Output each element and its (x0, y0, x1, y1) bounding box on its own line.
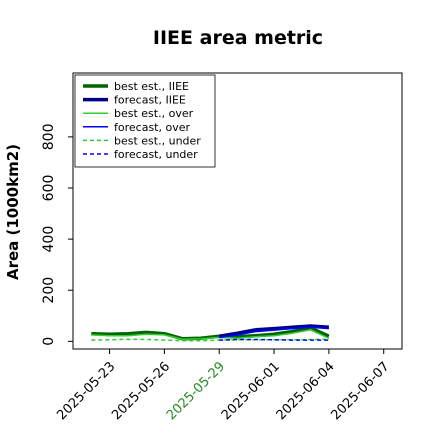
series-layer (91, 324, 330, 342)
legend-label: best est., over (114, 107, 194, 120)
series-line-2 (218, 324, 330, 338)
x-tick-label: 2025-06-07 (329, 359, 393, 423)
legend-label: forecast, under (114, 148, 198, 161)
x-tick-label: 2025-05-23 (54, 359, 118, 423)
legend-label: best est., under (114, 134, 201, 147)
y-axis: 0 200 400 600 800 (41, 124, 73, 346)
chart-title: IIEE area metric (153, 27, 323, 49)
y-tick-label: 600 (41, 175, 57, 202)
series-line-3 (91, 329, 330, 341)
legend-label: forecast, over (114, 121, 190, 134)
x-tick-label: 2025-06-04 (274, 359, 338, 423)
y-tick-label: 800 (41, 124, 57, 151)
series-line-1 (91, 326, 330, 341)
legend-label: forecast, IIEE (114, 94, 186, 107)
x-tick-label: 2025-06-01 (219, 359, 283, 423)
legend-label: best est., IIEE (114, 80, 189, 93)
series-line-4 (219, 326, 329, 339)
x-axis: 2025-05-232025-05-262025-05-292025-06-01… (54, 349, 393, 423)
y-tick-label: 0 (41, 337, 57, 346)
x-tick-label: 2025-05-29 (164, 359, 228, 423)
legend-box (74, 74, 216, 168)
x-tick-label: 2025-05-26 (109, 359, 173, 423)
y-tick-label: 200 (41, 277, 57, 304)
series-line-6 (219, 338, 329, 341)
y-axis-label: Area (1000km2) (4, 144, 22, 280)
y-tick-label: 400 (41, 226, 57, 253)
